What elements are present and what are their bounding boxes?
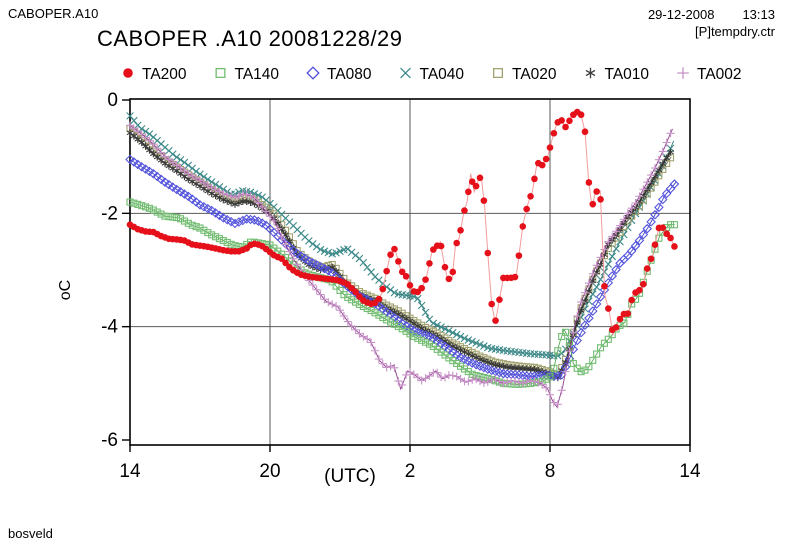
tick-labels: 14 20 2 8 140-2-4-6 (101, 90, 701, 482)
y-tick-label: -4 (101, 317, 118, 338)
chart-title: CABOPER .A10 20081228/29 (97, 26, 403, 51)
legend-marker-asterisk-icon (585, 67, 596, 79)
series-line-TA020 (129, 127, 672, 376)
legend: TA200 TA140 TA080 TA040 TA020 TA010 TA002 (123, 66, 742, 83)
y-tick-label: -2 (101, 203, 118, 224)
footer-user: bosveld (8, 526, 53, 541)
series-TA010 (126, 129, 674, 382)
legend-marker-square-open-icon (492, 68, 503, 79)
header-control-file: [P]tempdry.ctr (695, 24, 775, 39)
header-meta: 29-12-2008 13:13 [P]tempdry.ctr (648, 6, 775, 40)
legend-marker-circle-filled-icon (123, 68, 133, 78)
series-TA140 (126, 198, 678, 388)
legend-item-TA140: TA140 (215, 66, 280, 83)
header-date: 29-12-2008 (647, 7, 715, 22)
legend-label: TA020 (512, 66, 557, 83)
series-TA002 (126, 121, 675, 409)
y-tick-label: 0 (107, 90, 118, 111)
data-series (125, 108, 680, 409)
legend-label: TA200 (142, 66, 187, 83)
legend-label: TA080 (327, 66, 372, 83)
series-TA020 (126, 124, 675, 379)
legend-item-TA010: TA010 (585, 66, 650, 83)
legend-label: TA010 (605, 66, 650, 83)
legend-label: TA002 (697, 66, 742, 83)
y-axis-label: oC (57, 279, 75, 301)
legend-item-TA040: TA040 (400, 66, 465, 83)
window-id: CABOPER.A10 (8, 6, 99, 21)
legend-marker-square-open-icon (215, 68, 226, 79)
legend-label: TA040 (420, 66, 465, 83)
legend-item-TA020: TA020 (492, 66, 557, 83)
series-TA040 (126, 112, 675, 360)
x-tick-label: 14 (119, 461, 141, 482)
legend-marker-plus-icon (677, 67, 689, 79)
axes (122, 98, 691, 452)
header-datetime: 29-12-2008 13:13 (648, 6, 775, 23)
x-axis-label: (UTC) (324, 466, 376, 487)
x-tick-label: 20 (259, 461, 280, 482)
series-line-TA002 (129, 125, 673, 409)
x-tick-label: 14 (679, 461, 701, 482)
y-tick-label: -6 (101, 430, 118, 451)
x-tick-label: 8 (545, 461, 556, 482)
header-time: 13:13 (742, 7, 775, 22)
legend-marker-diamond-open-icon (306, 66, 320, 80)
legend-marker-x-icon (400, 67, 411, 79)
grid-lines (130, 99, 690, 445)
legend-item-TA002: TA002 (677, 66, 742, 83)
series-TA200 (126, 108, 678, 337)
legend-label: TA140 (235, 66, 280, 83)
series-line-TA200 (129, 110, 676, 337)
legend-item-TA080: TA080 (306, 66, 372, 83)
x-tick-label: 2 (405, 461, 416, 482)
legend-item-TA200: TA200 (123, 66, 187, 83)
series-line-TA010 (129, 132, 672, 379)
